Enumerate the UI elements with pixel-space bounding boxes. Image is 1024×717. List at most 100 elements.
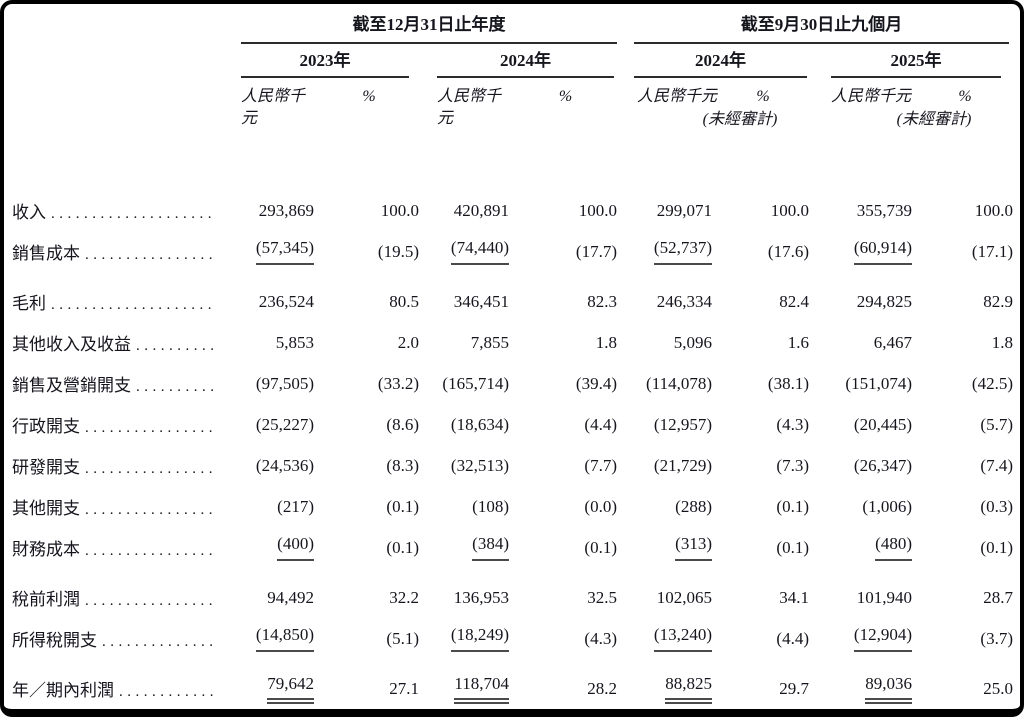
cell-value: 34.1 [779, 587, 809, 607]
cell-value: (17.6) [767, 241, 809, 261]
cell-value: (42.5) [971, 373, 1013, 393]
cell-value: (0.3) [980, 496, 1013, 516]
table-row: 其他收入及收益 5,853 2.0 7,855 1.8 5,096 1.6 6,467 1.8 [4, 322, 1020, 363]
cell-value: 25.0 [983, 678, 1013, 698]
amount-cell: 246,334 [617, 292, 717, 312]
row-label: 毛利 [12, 294, 46, 313]
unit-label-rmb-2: 人民幣千元 [437, 88, 502, 127]
amount-cell: (26,347) [809, 456, 917, 476]
cell-value: 7,855 [470, 332, 509, 352]
row-label-cell: 其他收入及收益 [12, 330, 226, 355]
table-row: 稅前利潤 94,492 32.2 136,953 32.5 102,065 34.1 101… [4, 577, 1020, 618]
cell-value: (7.3) [776, 455, 809, 475]
amount-cell: 293,869 [226, 201, 319, 221]
cell-value: (151,074) [845, 373, 912, 393]
percent-cell: (3.7) [917, 629, 1013, 649]
row-label-cell: 其他開支 [12, 494, 226, 519]
percent-cell: 80.5 [319, 292, 419, 312]
cell-value: 94,492 [267, 587, 314, 607]
col-group-annual-title: 截至12月31日止年度 [352, 15, 506, 34]
unaudited-note-2024: (未經審計) [702, 111, 778, 128]
cell-value: 136,953 [453, 587, 509, 607]
amount-cell: (288) [617, 497, 717, 517]
cell-value: (313) [675, 534, 712, 561]
amount-cell: (57,345) [226, 238, 319, 265]
cell-value: (0.1) [386, 537, 419, 557]
cell-value: 80.5 [389, 291, 419, 311]
amount-cell: (52,737) [617, 238, 717, 265]
table-row: 銷售及營銷開支 (97,505) (33.2) (165,714) (39.4) (11… [4, 363, 1020, 404]
row-label-cell: 收入 [12, 198, 226, 223]
amount-cell: 294,825 [809, 292, 917, 312]
amount-cell: 89,036 [809, 674, 917, 704]
cell-value: (17.1) [971, 241, 1013, 261]
percent-cell: (7.4) [917, 456, 1013, 476]
dot-leader [80, 458, 216, 478]
amount-cell: (60,914) [809, 238, 917, 265]
percent-cell: (4.4) [717, 629, 809, 649]
amount-cell: 7,855 [419, 333, 514, 353]
cell-value: (12,957) [653, 414, 712, 434]
amount-cell: (12,904) [809, 625, 917, 652]
header-group-row: 截至12月31日止年度 截至9月30日止九個月 [4, 4, 1020, 44]
percent-cell: (19.5) [319, 242, 419, 262]
cell-value: 102,065 [656, 587, 712, 607]
cell-value: 100.0 [974, 200, 1013, 220]
cell-value: (17.7) [575, 241, 617, 261]
header-unit-row: 人民幣千元 % 人民幣千元 % 人民幣千元 % 人民幣千元 % [4, 86, 1020, 127]
cell-value: 100.0 [380, 200, 419, 220]
row-label: 財務成本 [12, 540, 80, 559]
cell-value: 346,451 [453, 291, 509, 311]
dot-leader [114, 681, 216, 701]
cell-value: 246,334 [656, 291, 712, 311]
dot-leader [80, 590, 216, 610]
table-row: 年／期內利潤 79,642 27.1 118,704 28.2 88,825 29.7 89… [4, 668, 1020, 709]
cell-value: 420,891 [453, 200, 509, 220]
cell-value: (384) [472, 534, 509, 561]
cell-value: (0.1) [776, 537, 809, 557]
amount-cell: (114,078) [617, 374, 717, 394]
percent-cell: 32.2 [319, 588, 419, 608]
dot-leader [80, 540, 216, 560]
row-label: 其他收入及收益 [12, 335, 131, 354]
table-row: 財務成本 (400) (0.1) (384) (0.1) (313) (0.1) (480)… [4, 527, 1020, 568]
percent-cell: (17.7) [514, 242, 617, 262]
percent-cell: (33.2) [319, 374, 419, 394]
cell-value: 5,853 [275, 332, 314, 352]
cell-value: (20,445) [853, 414, 912, 434]
row-label: 研發開支 [12, 458, 80, 477]
percent-cell: 82.4 [717, 292, 809, 312]
amount-cell: (151,074) [809, 374, 917, 394]
percent-cell: (0.3) [917, 497, 1013, 517]
percent-cell: 2.0 [319, 333, 419, 353]
cell-value: (0.1) [776, 496, 809, 516]
percent-cell: 34.1 [717, 588, 809, 608]
year-2023: 2023年 [241, 50, 409, 78]
percent-cell: 82.3 [514, 292, 617, 312]
unit-label-rmb-3: 人民幣千元 [637, 88, 718, 105]
cell-value: 293,869 [258, 200, 314, 220]
cell-value: (32,513) [450, 455, 509, 475]
percent-cell: (4.3) [514, 629, 617, 649]
year-2025-9m: 2025年 [831, 50, 1001, 78]
percent-cell: (0.0) [514, 497, 617, 517]
percent-cell: (42.5) [917, 374, 1013, 394]
cell-value: 89,036 [865, 674, 912, 704]
percent-cell: 100.0 [514, 201, 617, 221]
amount-cell: (14,850) [226, 625, 319, 652]
percent-cell: 82.9 [917, 292, 1013, 312]
cell-value: 294,825 [856, 291, 912, 311]
cell-value: (288) [675, 496, 712, 516]
row-label-cell: 銷售成本 [12, 239, 226, 264]
cell-value: 5,096 [673, 332, 712, 352]
year-2024-9m: 2024年 [634, 50, 807, 78]
cell-value: (19.5) [377, 241, 419, 261]
percent-cell: (0.1) [319, 538, 419, 558]
cell-value: 28.7 [983, 587, 1013, 607]
cell-value: 82.3 [587, 291, 617, 311]
cell-value: (400) [277, 534, 314, 561]
amount-cell: (400) [226, 534, 319, 561]
percent-cell: (38.1) [717, 374, 809, 394]
cell-value: 100.0 [770, 200, 809, 220]
